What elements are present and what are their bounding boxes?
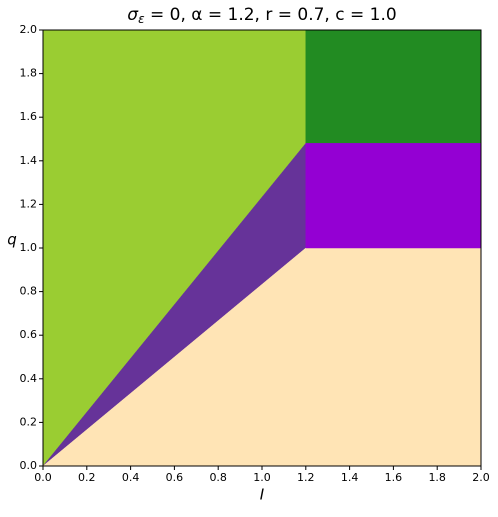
x-tick-label: 0.0: [34, 471, 52, 484]
y-tick-label: 0.0: [20, 459, 38, 472]
y-tick-label: 1.6: [20, 110, 38, 123]
x-tick-label: 1.6: [385, 471, 403, 484]
y-tick-label: 0.8: [20, 285, 38, 298]
x-tick-label: 1.8: [428, 471, 446, 484]
x-tick-label: 0.2: [78, 471, 96, 484]
title-symbol: σ: [127, 5, 139, 25]
x-axis-label: I: [260, 486, 265, 504]
x-tick-label: 2.0: [472, 471, 490, 484]
y-tick-label: 2.0: [20, 23, 38, 36]
y-axis-label: q: [7, 231, 17, 249]
chart-title: σε = 0, α = 1.2, r = 0.7, c = 1.0: [127, 5, 396, 26]
region: [305, 143, 482, 249]
x-tick-label: 0.8: [209, 471, 227, 484]
x-tick-label: 1.2: [297, 471, 315, 484]
y-tick-label: 1.0: [20, 241, 38, 254]
x-tick-label: 0.4: [122, 471, 140, 484]
region: [305, 29, 482, 144]
y-tick-label: 1.2: [20, 197, 38, 210]
title-rest: = 0, α = 1.2, r = 0.7, c = 1.0: [145, 5, 397, 25]
y-tick-label: 1.8: [20, 67, 38, 80]
x-tick-label: 0.6: [166, 471, 184, 484]
y-tick-label: 0.2: [20, 415, 38, 428]
y-tick-label: 0.6: [20, 328, 38, 341]
y-tick-label: 1.4: [20, 154, 38, 167]
y-tick-label: 0.4: [20, 372, 38, 385]
x-tick-label: 1.0: [253, 471, 271, 484]
x-tick-label: 1.4: [341, 471, 359, 484]
title-subscript: ε: [138, 12, 145, 26]
